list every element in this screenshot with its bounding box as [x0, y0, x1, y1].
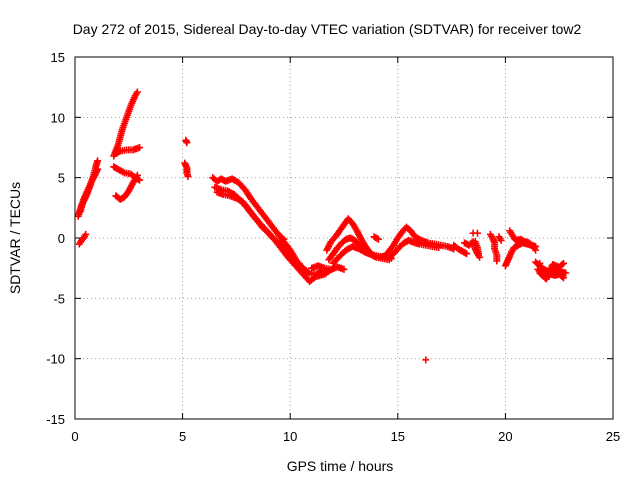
data-point: [475, 250, 482, 258]
y-tick-label: -5: [53, 291, 65, 306]
x-tick-label: 5: [179, 429, 186, 444]
data-point: [340, 265, 348, 273]
data-point: [278, 234, 286, 242]
data-point: [558, 261, 566, 269]
data-point: [476, 253, 484, 261]
data-point: [536, 259, 544, 267]
data-point: [115, 148, 123, 156]
y-tick-label: 0: [58, 231, 65, 246]
data-point: [94, 165, 102, 173]
data-point: [303, 270, 311, 278]
data-point: [562, 269, 570, 277]
y-tick-label: 15: [51, 50, 65, 65]
plot-frame: [74, 56, 614, 420]
data-point: [558, 273, 566, 281]
data-point: [473, 229, 481, 237]
x-tick-label: 10: [283, 429, 297, 444]
data-point: [435, 244, 443, 252]
y-axis-label: SDTVAR / TECUs: [7, 182, 23, 294]
data-point: [133, 88, 141, 96]
data-point: [184, 172, 192, 180]
x-tick-label: 0: [71, 429, 78, 444]
data-point: [463, 250, 471, 258]
chart-title: Day 272 of 2015, Sidereal Day-to-day VTE…: [73, 21, 582, 37]
y-tick-label: 10: [51, 110, 65, 125]
x-tick-label: 15: [391, 429, 405, 444]
data-point: [461, 249, 469, 257]
y-tick-label: -10: [46, 352, 65, 367]
data-point: [133, 171, 141, 179]
data-point: [280, 235, 288, 243]
x-tick-label: 20: [498, 429, 512, 444]
data-point: [94, 157, 102, 165]
data-point: [82, 230, 90, 238]
x-axis-label: GPS time / hours: [287, 458, 394, 474]
data-point: [493, 257, 501, 265]
y-tick-label: -15: [46, 412, 65, 427]
data-point: [422, 356, 430, 364]
data-point: [532, 246, 540, 254]
data-point: [373, 234, 381, 242]
data-point: [374, 235, 382, 243]
data-point: [560, 274, 568, 282]
data-points: [74, 88, 570, 364]
data-point: [183, 139, 191, 147]
data-point: [136, 144, 144, 151]
x-tick-label: 25: [606, 429, 620, 444]
data-point: [560, 259, 568, 267]
y-tick-label: 5: [58, 171, 65, 186]
data-point: [497, 236, 505, 244]
